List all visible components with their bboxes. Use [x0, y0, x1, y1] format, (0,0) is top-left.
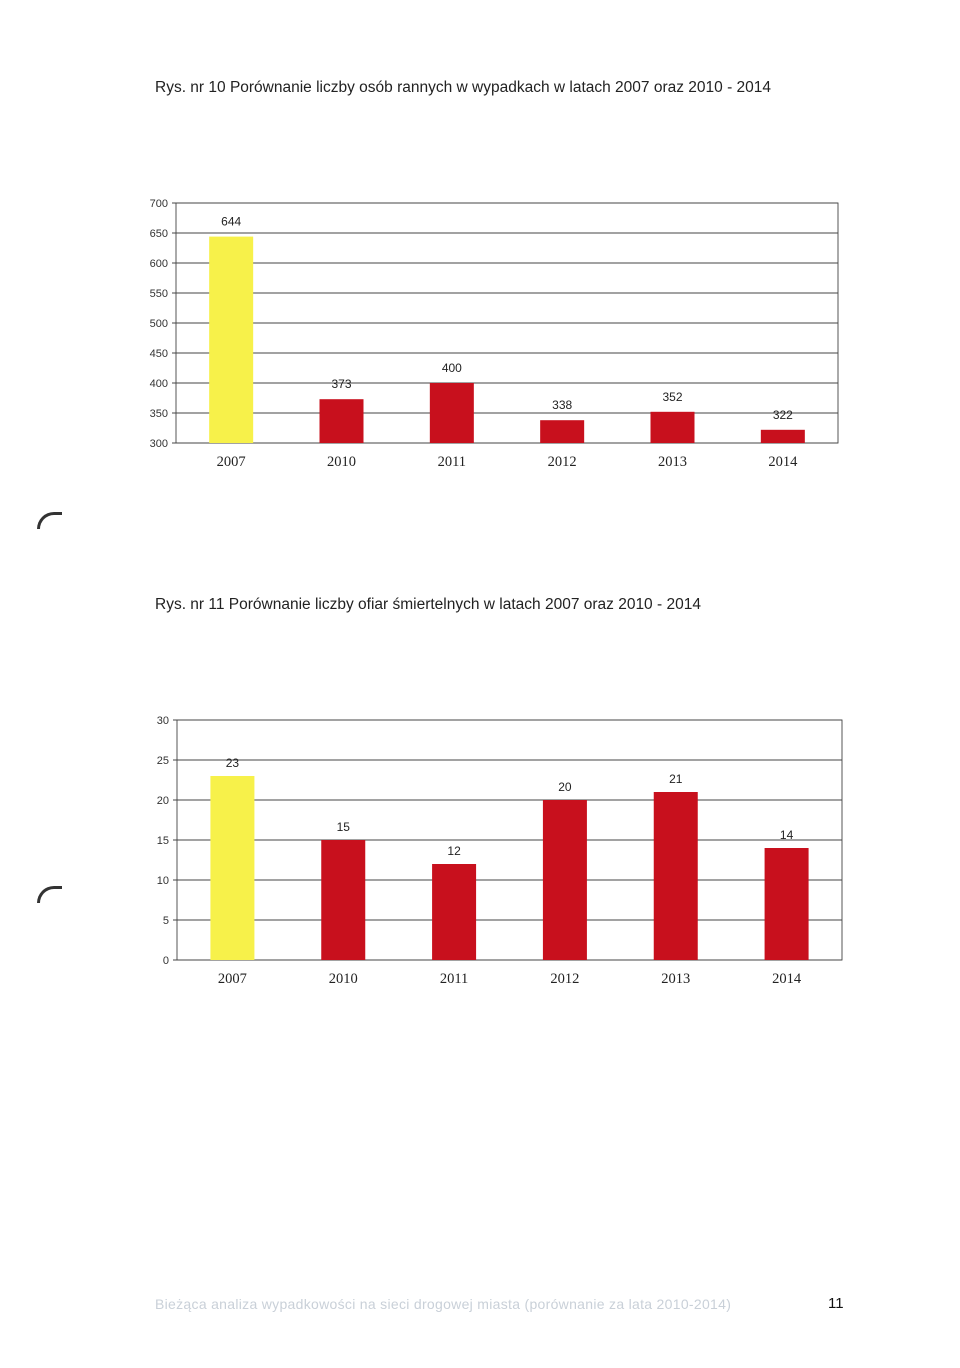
- y-tick-label: 25: [157, 755, 169, 767]
- x-tick-label: 2014: [772, 971, 802, 987]
- fatalities-bar-chart: 0 5 10 15 20 25 30 23 2007 15 2010 12 2011 20 2012 21 20…: [157, 715, 843, 987]
- y-tick-label: 550: [150, 288, 168, 300]
- bar: [432, 864, 477, 960]
- chart-title-injured: Rys. nr 10 Porównanie liczby osób rannyc…: [155, 79, 772, 96]
- scan-mark: [37, 512, 62, 529]
- data-label: 352: [662, 390, 682, 404]
- data-label: 23: [226, 756, 240, 770]
- y-tick-label: 700: [150, 198, 168, 210]
- y-tick-label: 5: [163, 915, 169, 927]
- chart-title-fatalities: Rys. nr 11 Porównanie liczby ofiar śmier…: [155, 596, 701, 613]
- bar: [319, 399, 364, 443]
- x-tick-label: 2011: [438, 454, 466, 470]
- data-label: 373: [331, 377, 351, 391]
- x-tick-label: 2011: [440, 971, 468, 987]
- bar: [321, 840, 366, 960]
- x-tick-label: 2007: [217, 454, 246, 470]
- y-tick-label: 500: [150, 318, 168, 330]
- injured-bar-chart: 300 350 400 450 500 550 600 650 700 644 2007 373 201…: [150, 198, 839, 470]
- data-label: 15: [337, 820, 351, 834]
- bar: [764, 848, 809, 960]
- bar: [542, 800, 587, 960]
- bar: [429, 383, 474, 443]
- y-tick-label: 20: [157, 795, 169, 807]
- data-label: 338: [552, 398, 572, 412]
- page-footer: Bieżąca analiza wypadkowości na sieci dr…: [155, 1296, 732, 1312]
- data-label: 644: [221, 215, 241, 229]
- y-tick-label: 300: [150, 438, 168, 450]
- data-label: 14: [780, 828, 794, 842]
- data-label: 12: [447, 844, 461, 858]
- x-tick-label: 2010: [329, 971, 358, 987]
- y-tick-label: 10: [157, 875, 169, 887]
- data-label: 20: [558, 780, 572, 794]
- data-label: 400: [442, 361, 462, 375]
- x-tick-label: 2014: [768, 454, 798, 470]
- y-tick-label: 350: [150, 408, 168, 420]
- y-tick-label: 15: [157, 835, 169, 847]
- y-tick-label: 650: [150, 228, 168, 240]
- y-tick-label: 0: [163, 955, 169, 967]
- bar: [650, 411, 695, 443]
- bar: [653, 792, 698, 960]
- y-tick-label: 450: [150, 348, 168, 360]
- scan-mark: [37, 886, 62, 903]
- x-tick-label: 2012: [550, 971, 579, 987]
- x-tick-label: 2010: [327, 454, 356, 470]
- bar: [540, 420, 585, 443]
- x-tick-label: 2007: [218, 971, 247, 987]
- x-tick-label: 2013: [658, 454, 687, 470]
- page-number: 11: [828, 1295, 844, 1312]
- y-tick-label: 30: [157, 715, 169, 727]
- y-tick-label: 600: [150, 258, 168, 270]
- y-tick-label: 400: [150, 378, 168, 390]
- bar: [760, 429, 805, 443]
- data-label: 21: [669, 772, 683, 786]
- x-tick-label: 2013: [661, 971, 690, 987]
- bar: [210, 776, 255, 960]
- bar: [209, 236, 254, 443]
- x-tick-label: 2012: [548, 454, 577, 470]
- data-label: 322: [773, 408, 793, 422]
